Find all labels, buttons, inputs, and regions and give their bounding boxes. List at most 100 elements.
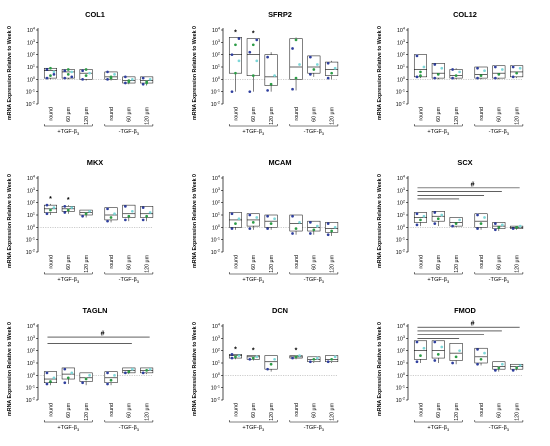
tick-base: 10: [397, 77, 403, 83]
tick-base: 10: [212, 213, 218, 219]
group-name: +TGF-β: [242, 129, 262, 135]
box-4: [307, 220, 321, 235]
group-bracket: [474, 124, 524, 127]
data-point: [433, 359, 437, 362]
category-label: round: [109, 403, 115, 417]
data-point: [511, 75, 515, 79]
data-point: [312, 357, 316, 361]
data-point: [326, 61, 330, 65]
data-point: [124, 81, 127, 85]
data-point: [66, 68, 70, 71]
box-5: [510, 224, 524, 230]
category-label: round: [418, 403, 424, 417]
y-tick-label: 101: [27, 360, 35, 367]
tick-base: 10: [212, 324, 218, 330]
significance-hash: #: [101, 331, 105, 338]
tick-base: 10: [27, 213, 33, 219]
y-tick-label: 104: [212, 175, 220, 182]
data-point: [70, 75, 74, 79]
group-name: +TGF-β: [427, 277, 447, 283]
group-bracket: [104, 124, 154, 127]
y-tick-label: 101: [397, 360, 405, 367]
tick-exponent: 3: [403, 187, 405, 191]
box-4: [492, 222, 506, 232]
group-name: -TGF-β: [119, 425, 137, 431]
data-point: [141, 76, 145, 80]
y-tick-label: 103: [27, 187, 35, 194]
data-point: [84, 212, 88, 216]
data-point: [454, 355, 458, 359]
tick-exponent: 1: [218, 212, 220, 216]
tick-base: 10: [397, 213, 403, 219]
significance-star: *: [252, 348, 255, 355]
category-label: 60 μm: [127, 254, 133, 269]
box-body: [307, 55, 321, 74]
data-point: [309, 55, 312, 59]
box-body: [104, 371, 118, 383]
data-point: [127, 370, 131, 373]
tick-exponent: 4: [218, 323, 220, 327]
group-subscript: 3: [137, 131, 140, 136]
group-label: -TGF-β3: [489, 277, 510, 284]
data-point: [326, 222, 330, 225]
data-point: [45, 371, 49, 375]
data-point: [458, 70, 461, 74]
tick-base: 10: [27, 349, 33, 355]
data-point: [248, 357, 252, 361]
tick-exponent: -1: [402, 88, 405, 92]
tick-base: 10: [397, 65, 403, 71]
tick-base: 10: [397, 225, 403, 231]
data-point: [511, 65, 515, 69]
data-point: [230, 53, 234, 57]
y-tick-label: 101: [212, 360, 220, 367]
data-point: [230, 353, 234, 356]
data-point: [45, 212, 49, 216]
tick-exponent: 2: [33, 51, 35, 55]
tick-exponent: -2: [402, 101, 405, 105]
box-4: [307, 55, 321, 77]
y-tick-label: 10-1: [396, 88, 405, 95]
box-body: [449, 69, 463, 79]
tick-exponent: -2: [32, 249, 35, 253]
significance-bracket: #: [417, 321, 520, 339]
data-point: [113, 73, 116, 76]
data-point: [234, 71, 237, 75]
data-point: [515, 366, 519, 370]
tick-base: 10: [212, 349, 218, 355]
data-point: [66, 73, 70, 76]
data-point: [419, 70, 422, 74]
data-point: [518, 224, 522, 228]
data-point: [124, 75, 127, 79]
tick-base: 10: [211, 398, 217, 404]
data-point: [454, 74, 458, 77]
category-label: round: [48, 107, 54, 121]
y-tick-label: 103: [397, 335, 405, 342]
box-1: [246, 355, 260, 361]
box-0: [413, 340, 427, 364]
data-point: [141, 371, 145, 375]
data-point: [315, 63, 319, 66]
group-bracket: [43, 272, 93, 275]
category-label: 60 μm: [251, 254, 257, 269]
tick-exponent: -2: [402, 249, 405, 253]
category-label: 60 μm: [497, 106, 503, 121]
data-point: [483, 216, 486, 219]
box-1: [431, 211, 445, 227]
category-label: 60 μm: [312, 106, 318, 121]
group-label: -TGF-β3: [489, 129, 510, 136]
data-point: [130, 77, 134, 81]
group-label: -TGF-β3: [489, 425, 510, 432]
tick-base: 10: [396, 250, 402, 256]
data-point: [266, 214, 269, 218]
category-label: 120 μm: [514, 402, 520, 420]
tick-exponent: 1: [403, 212, 405, 216]
box-2: [449, 343, 463, 365]
tick-base: 10: [27, 324, 33, 330]
data-point: [326, 360, 330, 364]
tick-exponent: 3: [33, 39, 35, 43]
box-2: [264, 52, 278, 92]
y-tick-label: 100: [27, 224, 35, 231]
